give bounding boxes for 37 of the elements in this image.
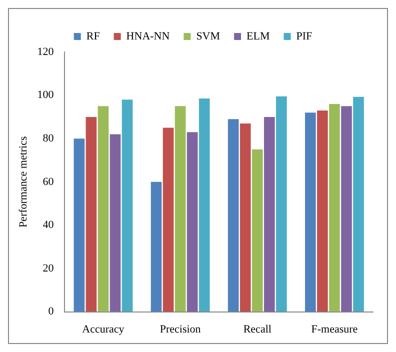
bar — [74, 138, 85, 312]
bar — [150, 182, 162, 312]
bar — [228, 119, 239, 312]
y-tick-label: 80 — [42, 132, 54, 144]
bar — [264, 116, 275, 312]
bar — [198, 98, 210, 312]
x-tick-label: Recall — [243, 323, 272, 336]
bar — [162, 128, 174, 312]
y-tick-label: 0 — [48, 306, 54, 318]
x-tick-label: Accuracy — [82, 323, 125, 336]
bar — [329, 104, 340, 312]
bar — [86, 116, 97, 312]
y-tick-label: 20 — [42, 262, 54, 274]
bar — [174, 106, 186, 312]
bar — [276, 96, 287, 312]
bar — [186, 132, 198, 312]
y-tick-label: 40 — [42, 219, 54, 232]
x-tick-label: F-measure — [311, 323, 358, 336]
bar — [341, 106, 352, 312]
legend-label: HNA-NN — [126, 30, 170, 42]
bar — [110, 134, 121, 312]
legend-label: ELM — [246, 30, 270, 42]
legend-label: SVM — [196, 30, 220, 42]
bar — [252, 149, 263, 312]
bar — [98, 106, 109, 312]
legend-label: PIF — [296, 30, 312, 42]
y-tick-label: 120 — [37, 46, 54, 58]
bar — [353, 96, 364, 312]
y-axis-title: Performance metrics — [17, 136, 30, 228]
y-tick-label: 100 — [37, 89, 54, 102]
bar — [122, 100, 133, 312]
x-tick-label: Precision — [160, 323, 202, 336]
y-tick-label: 60 — [42, 176, 54, 188]
bar — [317, 110, 328, 312]
legend-label: RF — [86, 30, 100, 42]
bar — [240, 123, 251, 312]
bar — [305, 112, 316, 312]
